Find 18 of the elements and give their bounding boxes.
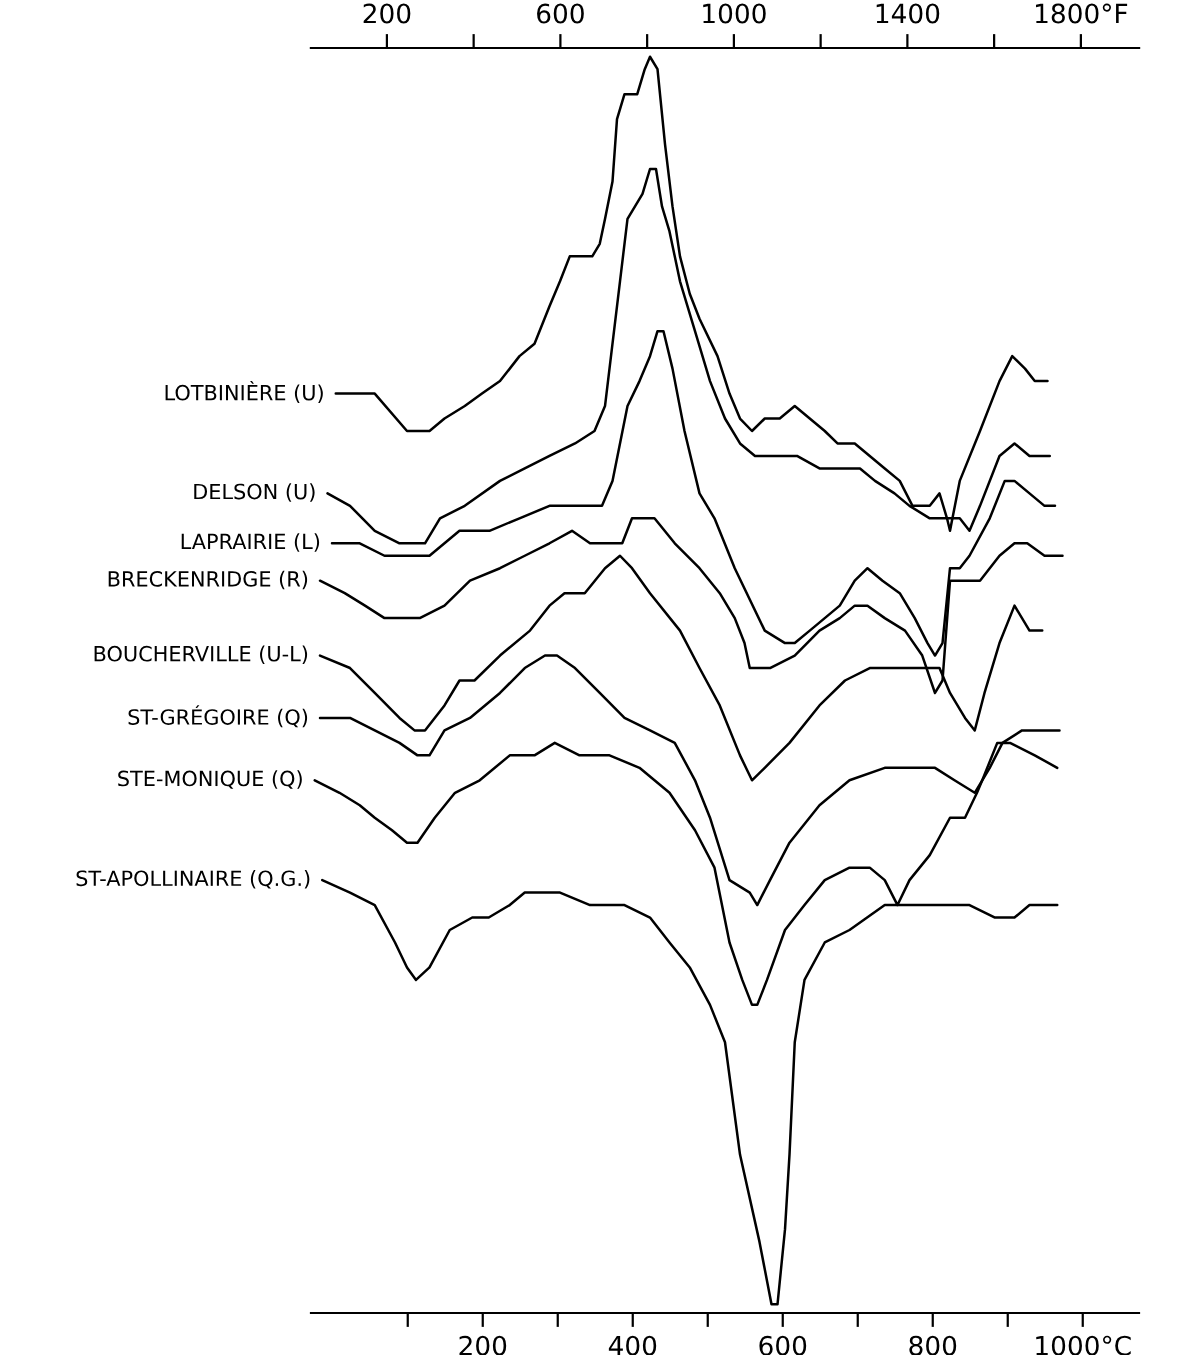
series-label: LOTBINIÈRE (U) <box>165 380 323 403</box>
series-label: BRECKENRIDGE (R) <box>108 570 308 590</box>
x2-tick-label: 1800°F <box>1036 3 1128 24</box>
series-label: ST-APOLLINAIRE (Q.G.) <box>76 870 310 889</box>
series-label: DELSON (U) <box>194 483 315 502</box>
x-tick-label: 600 <box>759 1335 807 1355</box>
series-label: LAPRAIRIE (L) <box>181 533 320 552</box>
x-tick-label: 800 <box>909 1335 957 1355</box>
x2-tick-label: 600 <box>537 3 584 24</box>
x2-tick-label: 200 <box>363 3 411 24</box>
series-label: ST-GRÉGOIRE (Q) <box>128 705 308 728</box>
x2-tick-label: 1400 <box>876 3 940 24</box>
x2-tick-label: 1000 <box>703 3 766 24</box>
series-label: BOUCHERVILLE (U-L) <box>94 645 308 665</box>
x-tick-label: 1000°C <box>1036 1335 1131 1355</box>
x-tick-label: 200 <box>459 1335 507 1355</box>
series-label: STE-MONIQUE (Q) <box>118 770 302 789</box>
x-tick-label: 400 <box>608 1335 657 1355</box>
